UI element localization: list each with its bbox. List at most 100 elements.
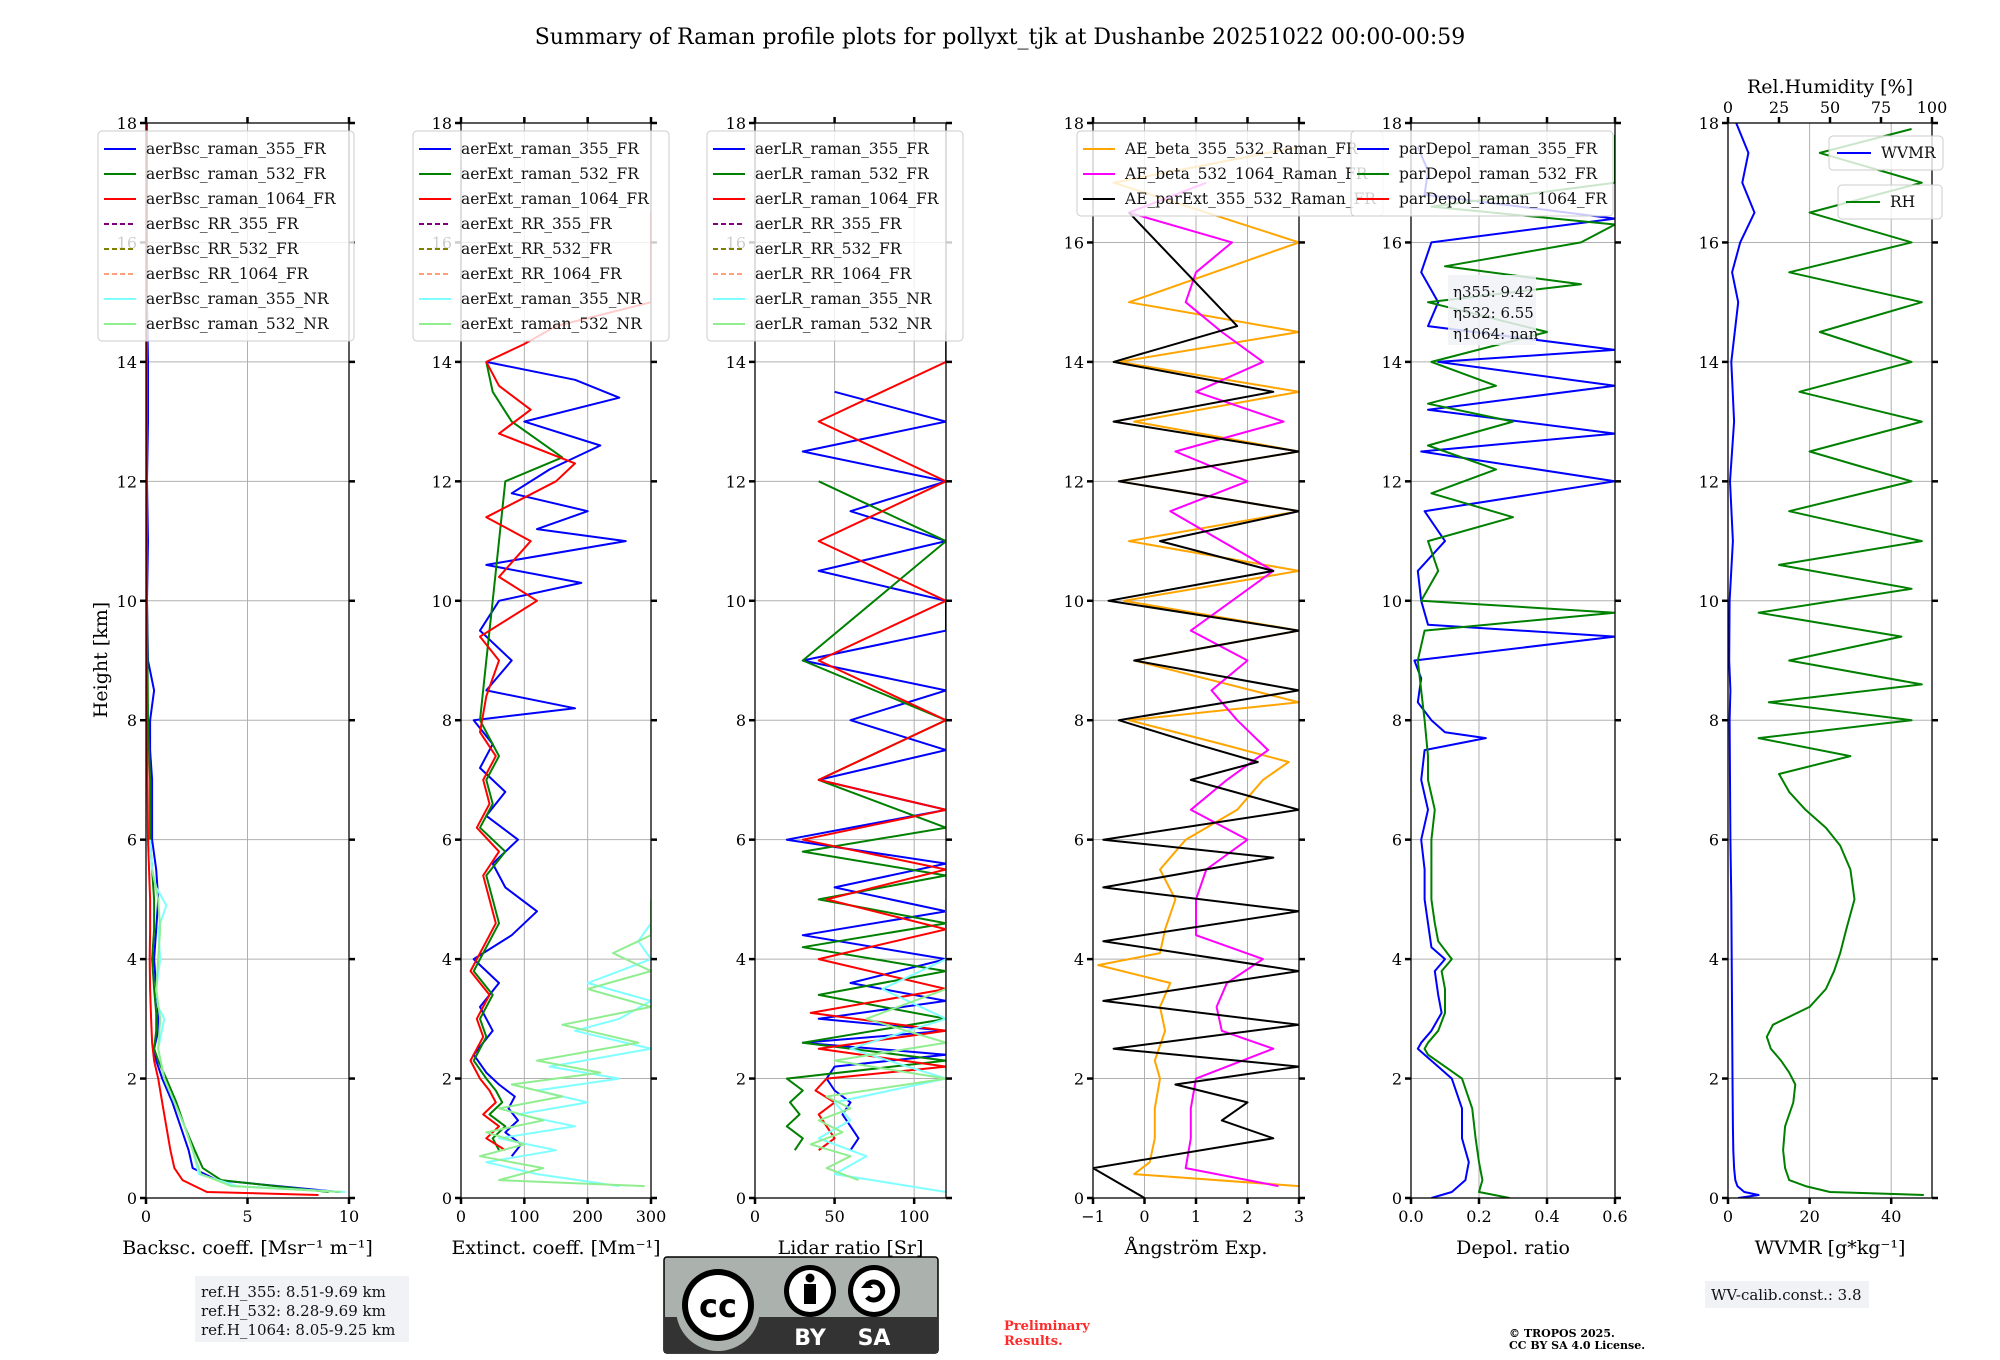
y-tick-label: 4 [127,950,137,969]
y-tick-label: 2 [1392,1070,1402,1089]
y-tick-label: 18 [432,114,452,133]
legend-label-aerLR_raman_355_FR: aerLR_raman_355_FR [755,140,930,158]
x-tick-label: 2 [1242,1207,1252,1226]
annotation-line: η1064: nan [1453,325,1539,343]
series-aerLR_raman_532_NR [809,899,946,1182]
series-aerExt_raman_532_NR [479,899,651,1188]
legend-label-AE_beta_355_532_Raman_FR: AE_beta_355_532_Raman_FR [1124,140,1359,158]
legend-label-parDepol_raman_532_FR: parDepol_raman_532_FR [1399,165,1599,183]
y-tick-label: 0 [442,1189,452,1208]
y-tick-label: 18 [1064,114,1084,133]
y-tick-label: 6 [127,831,137,850]
y-tick-label: 14 [726,353,746,372]
y-ticks [1722,121,1938,1200]
copyright-line2: CC BY SA 4.0 License. [1509,1339,1645,1352]
panel-depol: 0 2 4 6 8 10 12 14 16 18 0.0 0.2 0.4 0.6 Depol. ratio p… [1350,114,1628,1259]
series-aerExt_raman_355_FR [472,360,627,1157]
x-axis-label: Extinct. coeff. [Mm⁻¹] [451,1237,660,1259]
series-aerExt_raman_532_FR [472,361,564,1151]
legend-box [1350,130,1614,217]
legend-box [1828,135,1944,171]
y-tick-label: 6 [736,831,746,850]
y-tick-label: 4 [1392,950,1402,969]
person-head [805,1273,815,1283]
x-tick-label: 0 [1723,1207,1733,1226]
cc-icon-inner [688,1275,748,1335]
x-axis-label: WVMR [g*kg⁻¹] [1755,1237,1906,1259]
copyright-line1: © TROPOS 2025. [1509,1327,1615,1340]
y-tick-label: 14 [1064,353,1084,372]
legend-label: WVMR [1881,144,1937,162]
y-tick-label: 4 [442,950,452,969]
y-tick-label: 0 [1392,1189,1402,1208]
legend-box [1837,184,1943,220]
x-ticks [1091,117,1301,1204]
series-aerLR_raman_1064_FR [801,332,946,1152]
legend-label-aerExt_raman_532_NR: aerExt_raman_532_NR [461,315,643,333]
x-tick-label: 40 [1881,1207,1901,1226]
legend-label-aerBsc_RR_1064_FR: aerBsc_RR_1064_FR [146,265,310,283]
legend: aerLR_raman_355_FR aerLR_raman_532_FR aerL… [706,130,964,342]
axes-frame [1727,122,1933,1199]
y-tick-label: 8 [127,711,137,730]
x-tick-label: 300 [636,1207,667,1226]
y-tick-label: 12 [117,472,137,491]
legend-label-aerExt_RR_355_FR: aerExt_RR_355_FR [461,215,613,233]
y-tick-label: 18 [117,114,137,133]
top-x-tick-label: 50 [1820,98,1840,117]
y-tick-label: 2 [127,1070,137,1089]
sa-label: SA [858,1326,891,1351]
y-tick-label: 14 [117,353,137,372]
sa-arrow [865,1279,886,1303]
y-tick-label: 2 [1709,1070,1719,1089]
x-tick-label: 0.0 [1398,1207,1423,1226]
series-AE_beta_355_532_Raman_FR [1097,145,1299,1188]
panels: 0246810121416180510Backsc. coeff. [Msr⁻¹… [97,76,1947,1259]
y-tick-label: 8 [736,711,746,730]
x-axis-label: Ångström Exp. [1124,1237,1268,1259]
series-WVMR [1728,123,1760,1198]
y-tick-label: 2 [1074,1070,1084,1089]
y-tick-label: 4 [1709,950,1719,969]
series-RH [1757,128,1924,1196]
gridlines [1727,122,1932,1199]
legend-label-aerBsc_RR_355_FR: aerBsc_RR_355_FR [146,215,300,233]
legend-label-aerExt_RR_532_FR: aerExt_RR_532_FR [461,240,613,258]
top-x-tick-label: 25 [1769,98,1789,117]
x-axis-label: Depol. ratio [1456,1237,1570,1259]
y-tick-label: 4 [736,950,746,969]
x-ticks [753,117,916,1204]
series-aerBsc_raman_1064_FR [146,123,319,1196]
x-ticks [1409,117,1617,1204]
x-axis-label: Backsc. coeff. [Msr⁻¹ m⁻¹] [122,1237,373,1259]
legend-label-aerLR_RR_1064_FR: aerLR_RR_1064_FR [755,265,913,283]
x-tick-label: 1 [1191,1207,1201,1226]
depol-annotation: η355: 9.42 η532: 6.55 η1064: nan [1448,275,1539,345]
y-tick-label: 10 [117,592,137,611]
top-x-tick-label: 0 [1723,98,1733,117]
x-tick-label: 3 [1294,1207,1304,1226]
axes-frame [754,122,947,1199]
cc-text: cc [699,1287,737,1325]
y-tick-label: 0 [1074,1189,1084,1208]
by-label: BY [794,1326,827,1351]
series-group [1728,123,1924,1198]
axes-frame [460,122,652,1199]
y-tick-label: 8 [1074,711,1084,730]
y-tick-label: 10 [726,592,746,611]
annotation-line: η355: 9.42 [1453,283,1534,301]
x-tick-label: 0.4 [1534,1207,1559,1226]
x-tick-label: 100 [509,1207,540,1226]
y-tick-label: 2 [736,1070,746,1089]
x-tick-label: 200 [572,1207,603,1226]
legend-label-aerLR_RR_532_FR: aerLR_RR_532_FR [755,240,903,258]
legend-label-aerLR_raman_355_NR: aerLR_raman_355_NR [755,290,933,308]
legend-box [97,130,355,342]
y-tick-label: 4 [1074,950,1084,969]
panel-backscatter: 0246810121416180510Backsc. coeff. [Msr⁻¹… [97,114,373,1259]
y-tick-label: 10 [1064,592,1084,611]
cc-by-sa-badge[interactable]: cc BY SA [663,1256,939,1354]
legend-label-aerBsc_raman_355_NR: aerBsc_raman_355_NR [146,290,330,308]
legend-label-aerExt_RR_1064_FR: aerExt_RR_1064_FR [461,265,623,283]
